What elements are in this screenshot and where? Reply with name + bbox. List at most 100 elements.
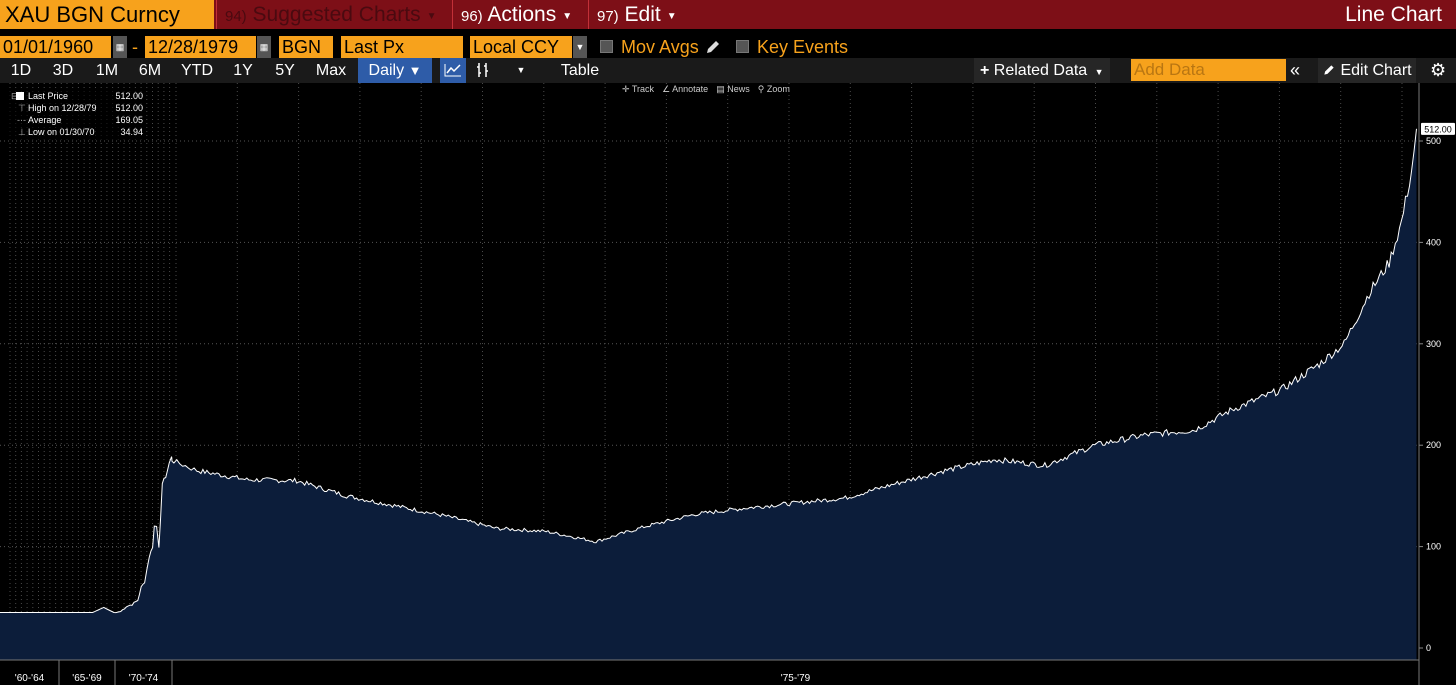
- chevron-down-icon[interactable]: ▼: [516, 65, 526, 75]
- key-events-checkbox[interactable]: [736, 40, 749, 53]
- crosshair-icon: ✛: [622, 84, 630, 94]
- collapse-icon: ⊟: [11, 91, 19, 101]
- plus-icon: +: [980, 62, 990, 79]
- legend-value: 512.00: [115, 103, 143, 113]
- frequency-dropdown[interactable]: Daily ▼: [358, 58, 432, 83]
- currency-field[interactable]: Local CCY: [470, 36, 572, 58]
- timeframe-5y[interactable]: 5Y: [275, 62, 295, 79]
- price-chart[interactable]: 0 100 200 300 400 500 '60-'64 '65-'69 '70-'74 '7…: [0, 83, 1456, 685]
- x-period-label: '60-'64: [15, 673, 45, 684]
- add-data-input[interactable]: Add Data: [1131, 59, 1286, 81]
- timeframe-1y[interactable]: 1Y: [233, 62, 253, 79]
- suggested-charts-menu[interactable]: 94) Suggested Charts ▼: [216, 0, 452, 29]
- legend-average: -·- Average 169.05: [6, 114, 146, 126]
- calendar-icon[interactable]: ▦: [113, 36, 127, 58]
- legend-label: Average: [28, 115, 62, 125]
- timeframe-6m[interactable]: 6M: [138, 62, 162, 79]
- chevron-down-icon: ▼: [666, 11, 677, 22]
- edit-menu[interactable]: 97) Edit ▼: [588, 0, 690, 29]
- chart-type-title: Line Chart: [1345, 3, 1442, 26]
- chart-tools: ✛ Track ∠ Annotate ▤ News ⚲ Zoom: [622, 84, 790, 95]
- x-axis-periods: '60-'64 '65-'69 '70-'74 '75-'79: [15, 660, 1420, 685]
- news-tool[interactable]: ▤ News: [716, 84, 750, 95]
- annotate-tool[interactable]: ∠ Annotate: [662, 84, 708, 95]
- legend-value: 169.05: [115, 115, 143, 125]
- annotate-tool-label: Annotate: [672, 84, 709, 94]
- date-separator: -: [132, 37, 138, 57]
- legend-last-price[interactable]: ⊟ Last Price 512.00: [6, 90, 146, 102]
- zoom-tool-label: Zoom: [766, 84, 790, 94]
- legend-high: ⊤ High on 12/28/79 512.00: [6, 102, 146, 114]
- line-chart-icon[interactable]: [440, 58, 466, 83]
- actions-number: 96): [461, 8, 483, 25]
- bar-chart-icon[interactable]: [470, 58, 496, 83]
- magnifier-icon: ⚲: [757, 84, 765, 94]
- chart-legend: ⊟ Last Price 512.00 ⊤ High on 12/28/79 5…: [6, 90, 146, 140]
- security-ticker-field[interactable]: XAU BGN Curncy: [0, 0, 214, 29]
- price-field[interactable]: Last Px: [341, 36, 463, 58]
- timeframe-max[interactable]: Max: [315, 62, 347, 79]
- start-date-input[interactable]: 01/01/1960: [0, 36, 111, 58]
- last-value-marker: 512.00: [1421, 122, 1455, 135]
- related-data-menu[interactable]: + Related Data ▼: [974, 58, 1110, 83]
- gear-icon[interactable]: ⚙: [1430, 60, 1447, 80]
- y-tick-label: 500: [1426, 136, 1441, 146]
- chevron-down-icon[interactable]: ▼: [573, 36, 587, 58]
- mov-avgs-label: Mov Avgs: [621, 37, 699, 57]
- mov-avgs-checkbox[interactable]: [600, 40, 613, 53]
- y-tick-label: 400: [1426, 237, 1441, 247]
- end-date-input[interactable]: 12/28/1979: [145, 36, 256, 58]
- legend-label: Last Price: [28, 91, 69, 101]
- news-tool-label: News: [727, 84, 750, 94]
- timeframe-1m[interactable]: 1M: [95, 62, 119, 79]
- x-period-label: '70-'74: [129, 673, 159, 684]
- legend-value: 34.94: [120, 127, 143, 137]
- actions-label: Actions: [487, 3, 557, 26]
- series-swatch: [16, 92, 24, 100]
- annotate-icon: ∠: [662, 84, 671, 94]
- x-period-label: '65-'69: [72, 673, 102, 684]
- suggested-charts-label: Suggested Charts: [252, 3, 421, 26]
- chevron-down-icon: ▼: [408, 63, 422, 78]
- average-marker-icon: -·-: [17, 115, 26, 125]
- track-tool-label: Track: [631, 84, 655, 94]
- pencil-icon: [1324, 65, 1334, 75]
- suggested-charts-number: 94): [225, 8, 247, 25]
- timeframe-3d[interactable]: 3D: [52, 62, 74, 79]
- y-tick-label: 300: [1426, 339, 1441, 349]
- chevron-down-icon: ▼: [1094, 67, 1104, 77]
- legend-low: ⊥ Low on 01/30/70 34.94: [6, 126, 146, 138]
- news-icon: ▤: [716, 84, 725, 94]
- legend-label: Low on 01/30/70: [28, 127, 95, 137]
- frequency-label: Daily: [368, 62, 405, 79]
- key-events-label: Key Events: [757, 37, 849, 57]
- timeframe-ytd[interactable]: YTD: [181, 62, 213, 79]
- chevron-down-icon: ▼: [562, 11, 573, 22]
- edit-number: 97): [597, 8, 619, 25]
- y-tick-label: 0: [1426, 643, 1431, 653]
- table-button[interactable]: Table: [560, 62, 600, 79]
- y-tick-label: 200: [1426, 440, 1441, 450]
- low-marker-icon: ⊥: [18, 127, 26, 137]
- legend-label: High on 12/28/79: [28, 103, 97, 113]
- legend-value: 512.00: [115, 91, 143, 101]
- x-period-label: '75-'79: [781, 673, 811, 684]
- y-tick-label: 100: [1426, 542, 1441, 552]
- edit-chart-label: Edit Chart: [1340, 62, 1412, 79]
- track-tool[interactable]: ✛ Track: [622, 84, 654, 95]
- related-data-label: Related Data: [993, 62, 1088, 79]
- y-axis-ticks: 0 100 200 300 400 500: [1419, 136, 1441, 653]
- calendar-icon[interactable]: ▦: [257, 36, 271, 58]
- double-chevron-left-icon[interactable]: «: [1290, 60, 1301, 80]
- pencil-icon[interactable]: [704, 38, 722, 56]
- price-area: [0, 128, 1417, 661]
- edit-label: Edit: [624, 3, 661, 26]
- source-field[interactable]: BGN: [279, 36, 333, 58]
- edit-chart-button[interactable]: Edit Chart: [1318, 58, 1416, 83]
- actions-menu[interactable]: 96) Actions ▼: [452, 0, 588, 29]
- high-marker-icon: ⊤: [18, 103, 26, 113]
- zoom-tool[interactable]: ⚲ Zoom: [758, 84, 790, 95]
- title-bar: XAU BGN Curncy 94) Suggested Charts ▼ 96)…: [0, 0, 1456, 29]
- timeframe-1d[interactable]: 1D: [10, 62, 32, 79]
- last-value-label: 512.00: [1424, 124, 1452, 134]
